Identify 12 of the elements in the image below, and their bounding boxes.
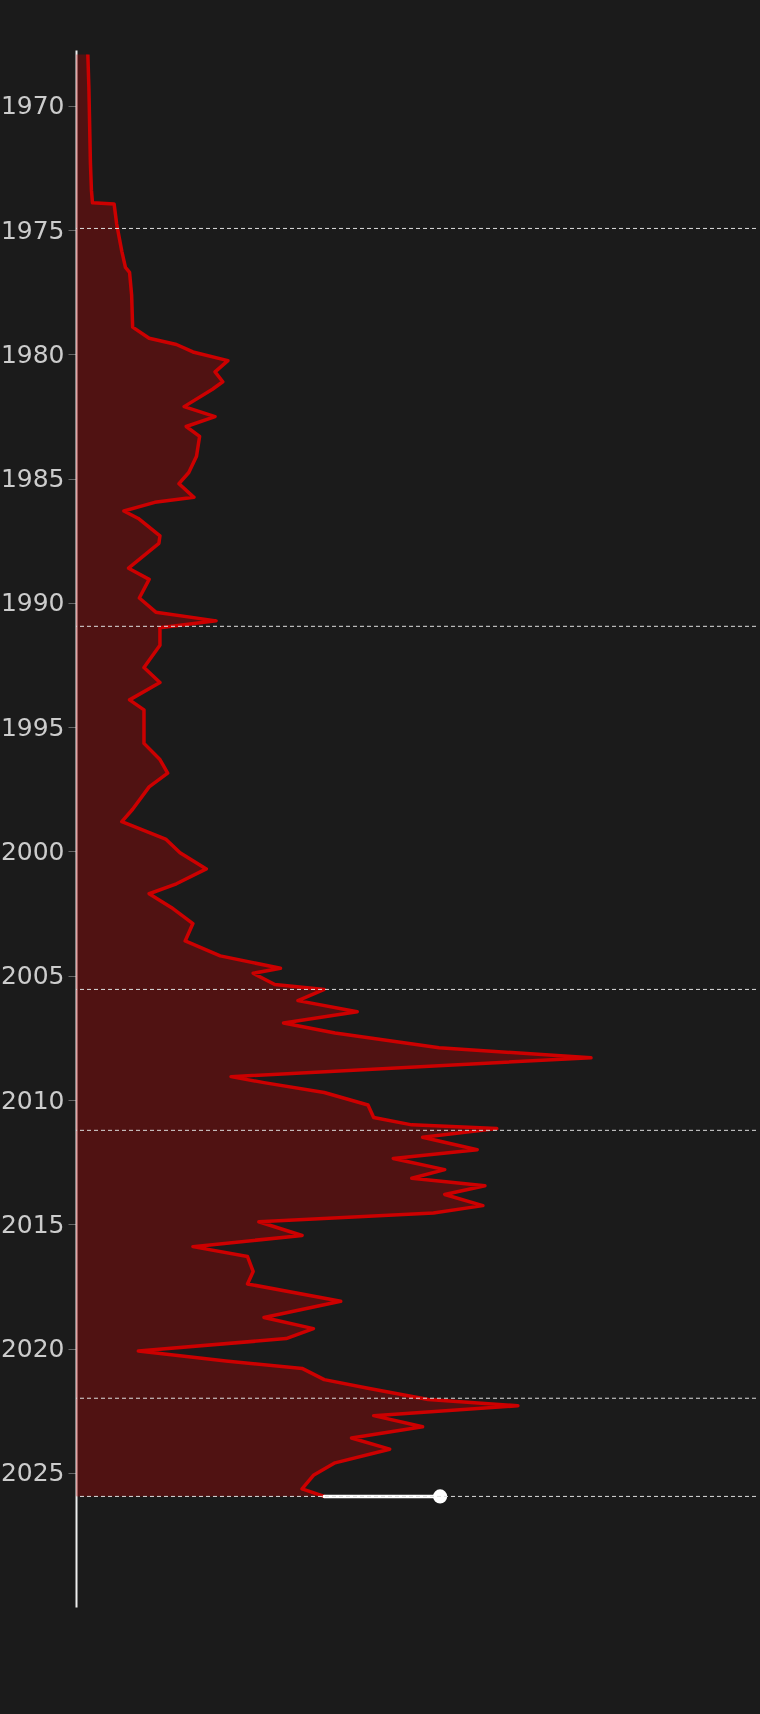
y-tick-label: 1980 bbox=[0, 339, 65, 369]
y-tick-label: 1975 bbox=[0, 215, 65, 245]
y-tick-label: 2005 bbox=[0, 961, 65, 991]
y-tick-label: 1990 bbox=[0, 588, 65, 618]
y-tick-label: 2015 bbox=[0, 1209, 65, 1239]
y-tick-label: 2020 bbox=[0, 1334, 65, 1364]
y-tick-label: 1970 bbox=[0, 91, 65, 121]
y-tick-label: 1985 bbox=[0, 464, 65, 494]
y-tick-label: 1995 bbox=[0, 712, 65, 742]
y-tick-label: 2025 bbox=[0, 1458, 65, 1488]
y-tick-label: 2000 bbox=[0, 836, 65, 866]
y-tick-label: 2010 bbox=[0, 1085, 65, 1115]
